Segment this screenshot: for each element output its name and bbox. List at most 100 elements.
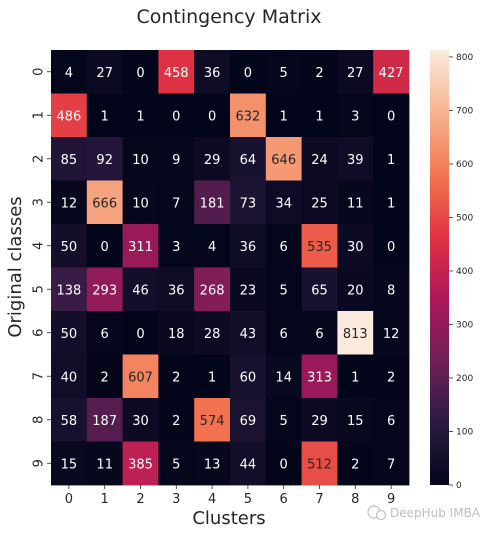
heatmap-cell <box>194 311 231 355</box>
cell-value-label: 427 <box>379 66 404 81</box>
cell-value-label: 6 <box>280 327 288 342</box>
watermark: DeepHub IMBA <box>367 505 481 521</box>
heatmap-cell <box>230 50 267 94</box>
heatmap-cell <box>158 93 195 138</box>
cell-value-label: 0 <box>244 66 252 81</box>
cell-value-label: 138 <box>56 283 81 298</box>
heatmap-cell <box>265 50 302 94</box>
cell-value-label: 92 <box>96 153 113 168</box>
heatmap-cell <box>230 267 267 312</box>
heatmap-cell <box>230 354 267 399</box>
cell-value-label: 34 <box>275 196 292 211</box>
colorbar-tick-label: 600 <box>456 160 473 170</box>
cell-value-label: 2 <box>172 370 180 385</box>
cell-value-label: 2 <box>351 457 359 472</box>
heatmap-cell <box>373 50 410 94</box>
watermark-text: DeepHub IMBA <box>390 506 481 520</box>
heatmap-cell <box>122 180 159 225</box>
cell-value-label: 36 <box>240 240 257 255</box>
heatmap-cell <box>230 180 267 225</box>
cell-value-label: 5 <box>280 283 288 298</box>
cell-value-label: 5 <box>280 66 288 81</box>
cell-value-label: 64 <box>240 153 257 168</box>
cell-value-label: 43 <box>240 327 257 342</box>
heatmap-cell <box>373 93 410 138</box>
heatmap-cell <box>373 137 410 181</box>
heatmap-cell <box>301 50 338 94</box>
colorbar-tick-label: 0 <box>456 481 462 491</box>
y-tick-label: 6 <box>32 329 47 337</box>
heatmap-cell <box>86 137 123 181</box>
heatmap-cell <box>301 311 338 355</box>
cell-value-label: 50 <box>61 240 78 255</box>
cell-value-label: 25 <box>311 196 328 211</box>
cell-value-label: 4 <box>208 240 216 255</box>
cell-value-label: 40 <box>61 370 78 385</box>
cell-value-label: 6 <box>280 240 288 255</box>
cell-value-label: 0 <box>101 240 109 255</box>
cell-value-label: 10 <box>132 153 149 168</box>
heatmap-cell <box>230 441 267 486</box>
cell-value-label: 607 <box>128 370 153 385</box>
cell-value-label: 1 <box>315 109 323 124</box>
cell-value-label: 535 <box>307 240 332 255</box>
cell-value-label: 13 <box>204 457 221 472</box>
heatmap-cell <box>86 50 123 94</box>
x-tick-label: 1 <box>101 492 109 507</box>
cell-value-label: 15 <box>347 414 364 429</box>
cell-value-label: 1 <box>351 370 359 385</box>
heatmap-cell <box>337 441 374 486</box>
cell-value-label: 8 <box>387 283 395 298</box>
cell-value-label: 632 <box>235 109 260 124</box>
y-tick-label: 1 <box>32 111 47 119</box>
cell-value-label: 24 <box>311 153 328 168</box>
cell-value-label: 9 <box>172 153 180 168</box>
heatmap-cell <box>194 267 231 312</box>
heatmap-cell <box>230 311 267 355</box>
heatmap-cell <box>373 224 410 268</box>
heatmap-cell <box>86 93 123 138</box>
y-tick-label: 7 <box>32 372 47 380</box>
x-tick-label: 8 <box>351 492 359 507</box>
y-axis-ticks: 0 1 2 3 4 5 6 7 8 9 <box>32 68 51 467</box>
heatmap-cell <box>122 441 159 486</box>
heatmap-cell <box>86 224 123 268</box>
x-tick-label: 7 <box>315 492 323 507</box>
colorbar-tick-label: 500 <box>456 213 473 223</box>
x-axis-ticks: 0 1 2 3 4 5 6 7 8 9 <box>65 485 395 507</box>
heatmap-cell <box>51 354 88 399</box>
heatmap-cell <box>265 267 302 312</box>
cell-value-label: 18 <box>168 327 185 342</box>
heatmap-cell <box>51 267 88 312</box>
colorbar <box>430 50 449 485</box>
wechat-logo-icon-small <box>375 509 387 521</box>
cell-value-label: 39 <box>347 153 364 168</box>
x-tick-label: 0 <box>65 492 73 507</box>
heatmap-cell <box>265 93 302 138</box>
colorbar-tick-label: 700 <box>456 106 473 116</box>
heatmap-cell <box>337 311 374 355</box>
cell-value-label: 46 <box>132 283 149 298</box>
y-tick-label: 2 <box>32 155 47 163</box>
colorbar-tick-label: 800 <box>456 53 473 63</box>
heatmap-cell <box>122 137 159 181</box>
cell-value-label: 23 <box>240 283 257 298</box>
colorbar-tick-label: 200 <box>456 374 473 384</box>
heatmap-cell <box>265 137 302 181</box>
heatmap-cell <box>301 441 338 486</box>
cell-value-label: 36 <box>168 283 185 298</box>
cell-value-label: 6 <box>315 327 323 342</box>
y-tick-label: 9 <box>32 459 47 467</box>
heatmap-cell <box>51 398 88 442</box>
colorbar-tick-label: 400 <box>456 267 473 277</box>
cell-value-label: 646 <box>271 153 296 168</box>
heatmap-cell <box>301 398 338 442</box>
cell-value-label: 7 <box>172 196 180 211</box>
chart-title: Contingency Matrix <box>136 6 321 28</box>
heatmap-cell <box>373 311 410 355</box>
cell-value-label: 15 <box>61 457 78 472</box>
heatmap-cell <box>194 137 231 181</box>
heatmap-cell <box>194 354 231 399</box>
